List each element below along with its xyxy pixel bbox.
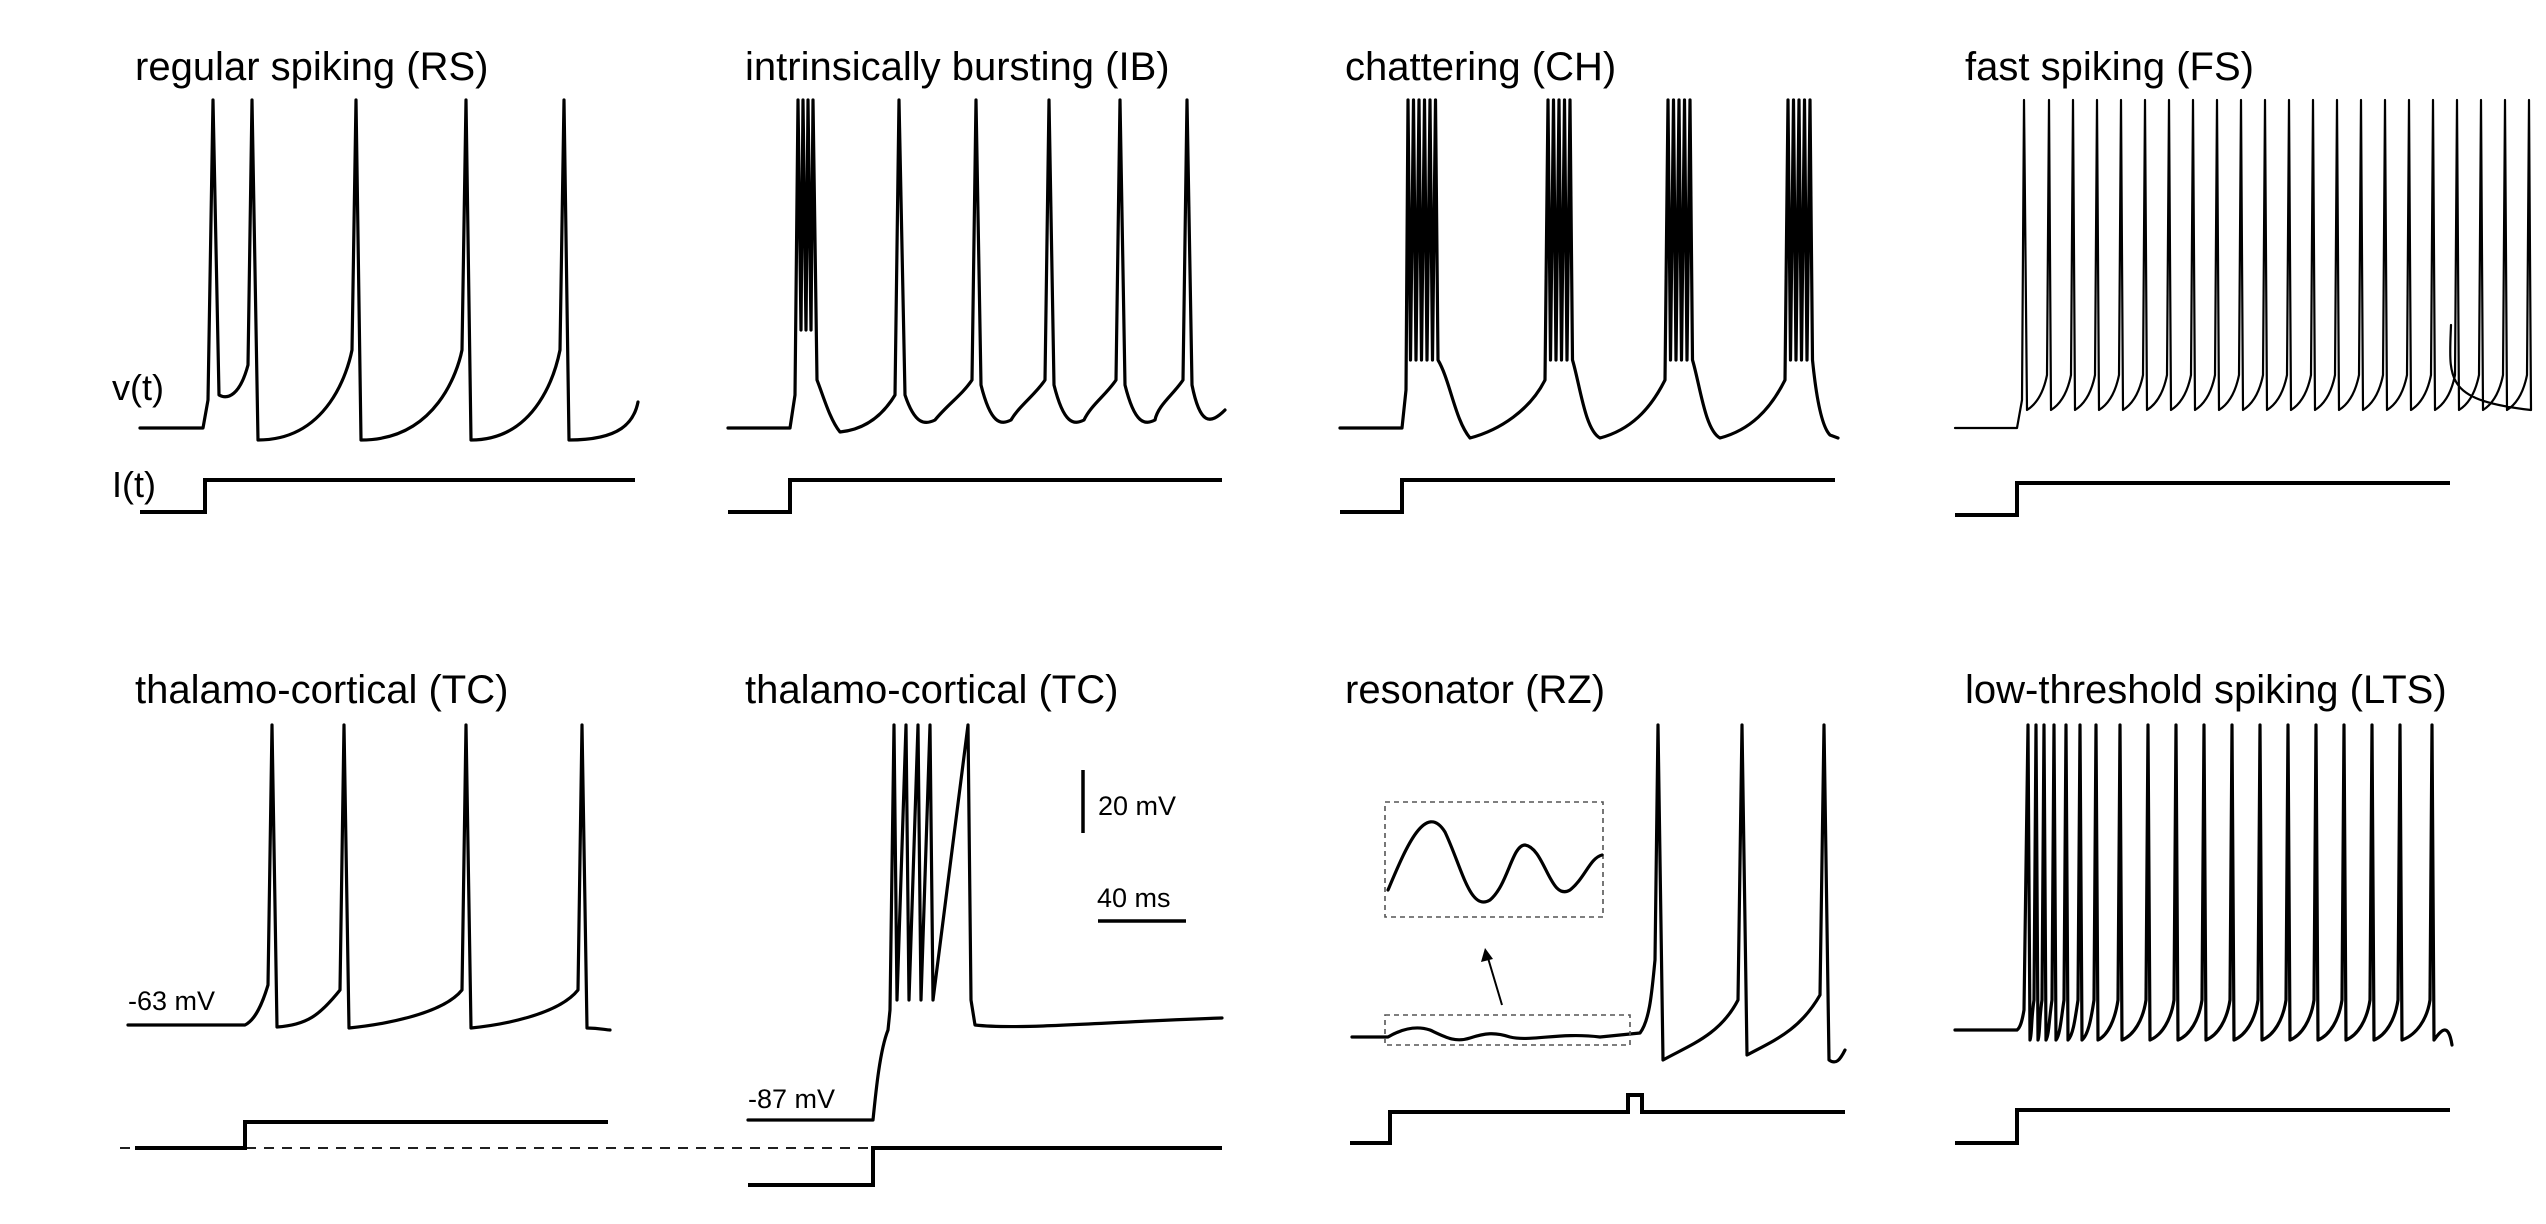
panel-title-tc2: thalamo-cortical (TC) [745,668,1118,712]
panel-title-fs: fast spiking (FS) [1965,45,2254,89]
current-trace-ib [728,478,1222,514]
current-trace-tc1 [135,1120,608,1150]
panel-title-ib: intrinsically bursting (IB) [745,45,1170,89]
current-trace-rs [140,478,635,514]
inset-box-zoom [1384,801,1604,918]
inset-zoom-trace [1386,820,1604,904]
panel-title-lts: low-threshold spiking (LTS) [1965,668,2447,712]
voltage-trace-lts [1953,723,2454,1047]
voltage-trace-rz [1350,723,1847,1064]
voltage-trace-ch [1338,98,1840,440]
panel-title-rz: resonator (RZ) [1345,668,1605,712]
current-trace-tc2 [748,1146,1222,1187]
scale-bar-voltage-label: 20 mV [1098,791,1176,821]
scale-bar-time-label: 40 ms [1097,883,1171,913]
voltage-trace-fs [1953,98,2533,430]
voltage-trace-rs [138,98,640,442]
voltage-label: v(t) [112,367,164,408]
rest-potential-label-tc2: -87 mV [748,1084,835,1114]
panel-title-rs: regular spiking (RS) [135,45,488,89]
current-trace-fs [1955,481,2450,517]
inset-pointer-arrowhead [1481,948,1493,962]
voltage-trace-tc2 [746,723,1224,1122]
current-trace-ch [1340,478,1835,514]
panel-title-ch: chattering (CH) [1345,45,1616,89]
current-trace-lts [1955,1108,2450,1145]
panel-title-tc1: thalamo-cortical (TC) [135,668,508,712]
voltage-trace-tc1 [126,723,612,1032]
current-trace-rz [1350,1093,1845,1145]
current-label: I(t) [112,464,156,505]
inset-box-small [1384,1014,1631,1046]
inset-pointer-arrow [1487,957,1503,1006]
voltage-trace-ib [726,98,1227,434]
rest-potential-label-tc1: -63 mV [128,986,215,1016]
